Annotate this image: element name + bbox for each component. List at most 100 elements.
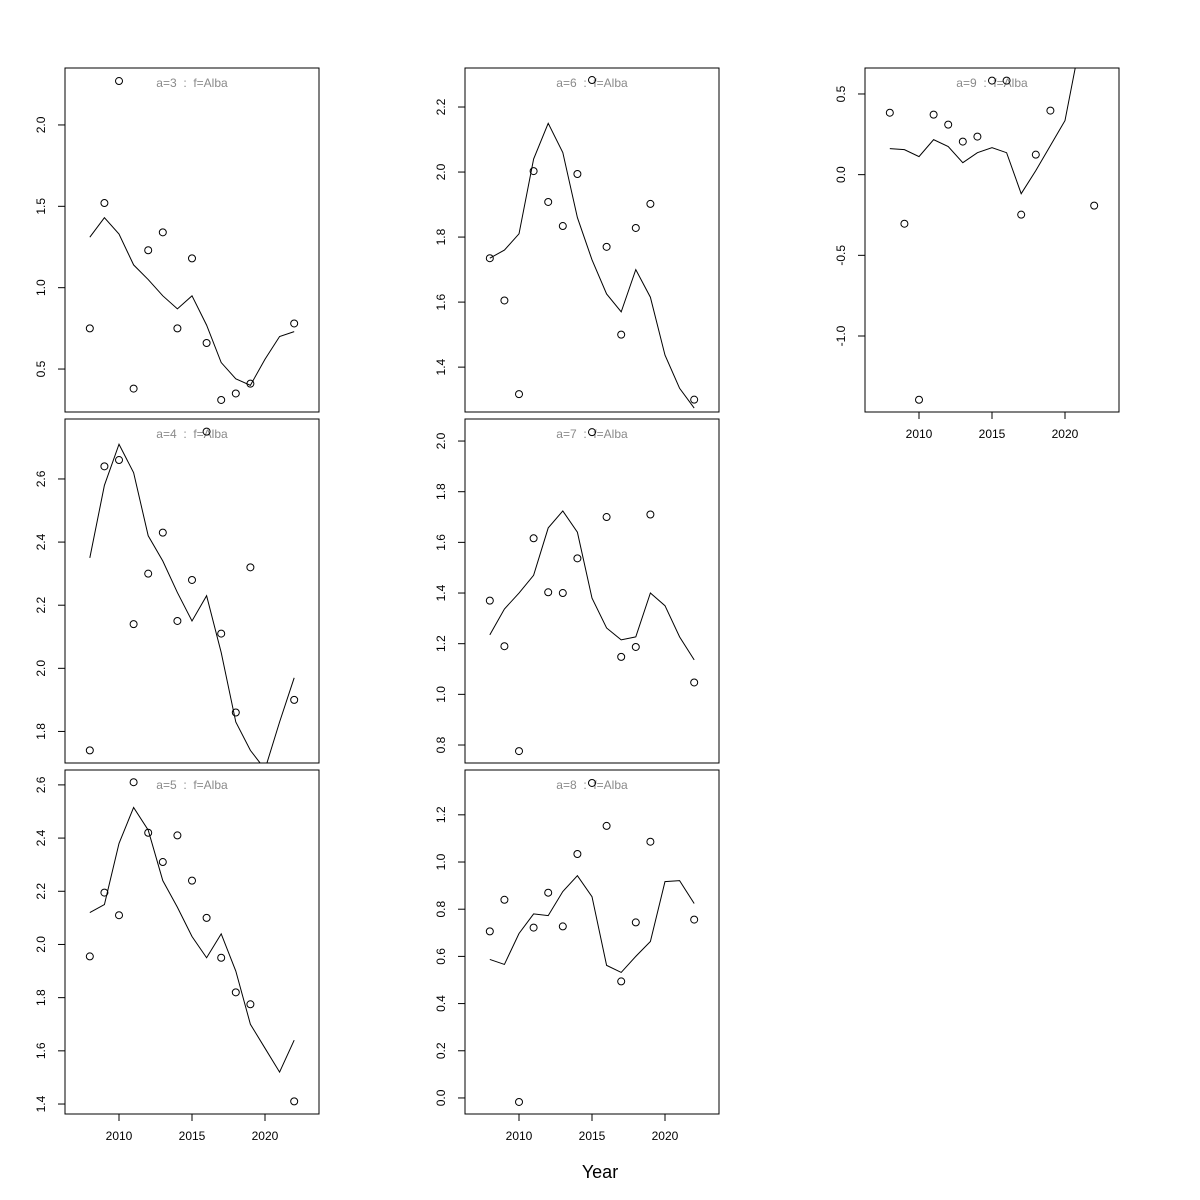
data-point [85,746,94,755]
y-tick-label: 2.0 [34,116,48,133]
y-tick-label: 0.2 [434,1042,448,1059]
x-tick-label: 2020 [1052,427,1079,441]
y-tick-label: 2.4 [34,829,48,846]
data-point [646,510,655,519]
y-tick-label: 0.4 [434,995,448,1012]
data-point [173,616,182,625]
y-tick-label: 2.6 [34,470,48,487]
y-tick-label: 1.8 [434,483,448,500]
y-tick-label: 1.8 [34,989,48,1006]
y-tick-label: 1.5 [34,198,48,215]
data-point [558,222,567,231]
data-point [202,427,211,436]
data-point [900,219,909,228]
fitted-line [489,122,695,409]
y-tick-label: 0.0 [834,166,848,183]
x-tick-label: 2010 [106,1129,133,1143]
data-point [617,652,626,661]
panel-title: a=3 : f=Alba [156,76,228,90]
data-point [231,389,240,398]
data-point [85,952,94,961]
panel-frame [64,769,320,1115]
y-tick-label: 2.0 [434,163,448,180]
data-point [290,319,299,328]
data-point [100,199,109,208]
data-point [115,911,124,920]
y-tick-label: 0.8 [434,736,448,753]
y-tick-label: 1.2 [434,806,448,823]
data-point [602,821,611,830]
data-point [690,395,699,404]
data-point [129,384,138,393]
y-tick-label: 1.6 [34,1042,48,1059]
data-point [602,513,611,522]
data-point [544,588,553,597]
data-point [515,390,524,399]
data-point [202,339,211,348]
plot-area [885,68,1099,404]
panel-title: a=6 : f=Alba [556,76,628,90]
data-point [100,462,109,471]
plot-area [485,778,699,1106]
panel-title: a=5 : f=Alba [156,778,228,792]
data-point [690,678,699,687]
data-point [617,330,626,339]
y-tick-label: 0.6 [434,948,448,965]
data-point [290,695,299,704]
y-tick-label: 1.4 [34,1095,48,1112]
y-tick-label: 1.8 [34,723,48,740]
x-axis-label: Year [582,1162,618,1182]
plot-area [485,76,699,409]
y-tick-label: 2.2 [34,883,48,900]
data-point [1017,210,1026,219]
x-tick-label: 2015 [179,1129,206,1143]
panel-title: a=9 : f=Alba [956,76,1028,90]
y-tick-label: 1.0 [34,279,48,296]
data-point [973,132,982,141]
data-point [885,108,894,117]
fitted-line [489,510,695,661]
data-point [588,76,596,85]
panel-frame [64,418,320,764]
plot-area [85,77,299,404]
data-point [944,120,953,129]
y-tick-label: 1.0 [434,686,448,703]
x-tick-label: 2010 [906,427,933,441]
y-tick-label: 1.8 [434,228,448,245]
y-tick-label: 1.6 [434,293,448,310]
data-point [173,831,182,840]
data-point [485,254,494,263]
data-point [573,849,582,858]
data-point [188,876,196,885]
data-point [485,927,494,936]
y-tick-label: 1.0 [434,853,448,870]
panel-frame [464,418,720,764]
data-point [246,563,255,572]
y-tick-label: 0.5 [834,85,848,102]
data-point [129,778,138,787]
data-point [100,888,109,897]
data-point [85,324,94,333]
y-tick-label: 1.2 [434,635,448,652]
panel-title: a=4 : f=Alba [156,427,228,441]
y-tick-label: 0.5 [34,360,48,377]
data-point [188,254,196,263]
y-tick-label: 2.0 [34,936,48,953]
data-point [915,395,924,404]
plot-area [85,427,299,763]
y-tick-label: 1.6 [434,534,448,551]
y-tick-label: 1.4 [434,358,448,375]
data-point [500,296,509,305]
data-point [129,620,138,629]
plot-area [85,778,299,1106]
x-tick-label: 2015 [979,427,1006,441]
data-point [544,197,553,206]
data-point [115,456,124,465]
data-point [515,1097,524,1106]
data-point [544,888,553,897]
data-point [573,169,582,178]
fitted-line [89,442,295,763]
data-point [690,915,699,924]
data-point [631,918,640,927]
